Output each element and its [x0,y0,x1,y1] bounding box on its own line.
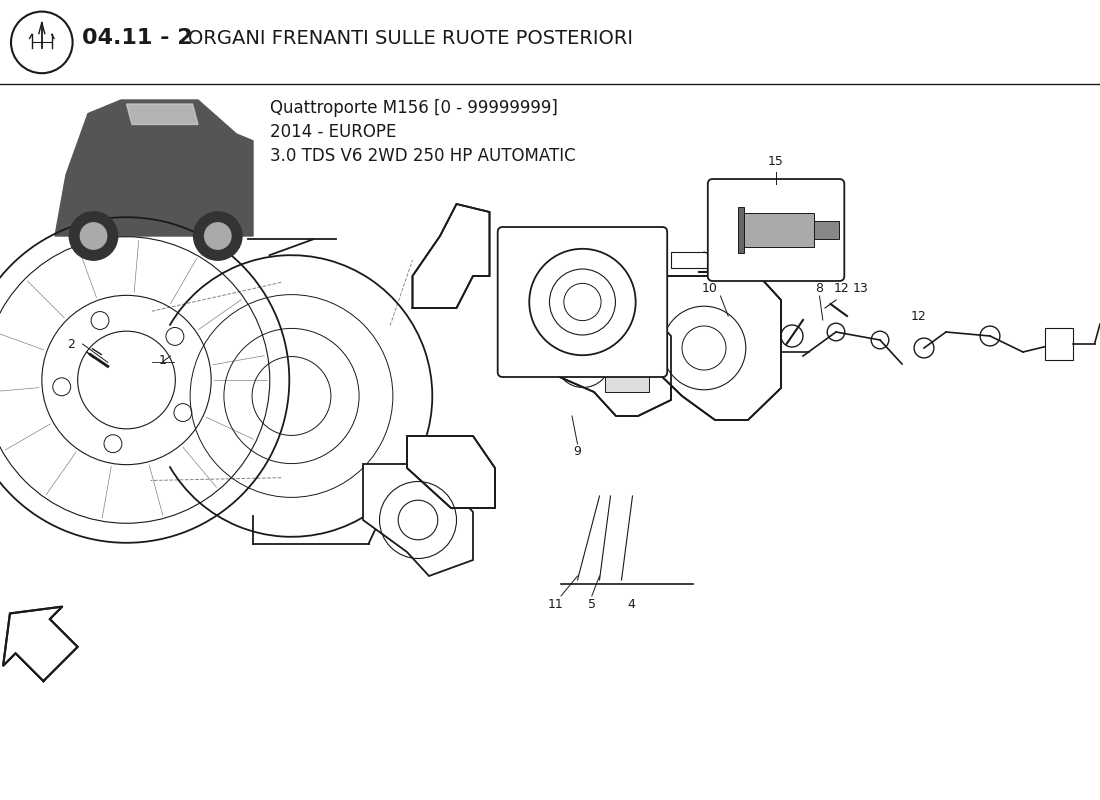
Text: 13: 13 [852,282,868,294]
Text: 9: 9 [573,446,582,458]
Text: ORGANI FRENANTI SULLE RUOTE POSTERIORI: ORGANI FRENANTI SULLE RUOTE POSTERIORI [187,29,632,48]
Polygon shape [3,606,78,681]
Text: 5: 5 [587,598,596,610]
Polygon shape [126,104,198,125]
Text: 1: 1 [158,354,167,366]
Text: 11: 11 [548,598,563,610]
Circle shape [205,222,231,250]
Text: 8: 8 [815,282,824,294]
Text: 4: 4 [627,598,636,610]
Polygon shape [412,204,490,308]
Polygon shape [671,252,737,268]
FancyBboxPatch shape [707,179,845,281]
Text: 12: 12 [834,282,849,294]
Polygon shape [738,207,745,253]
Polygon shape [1045,328,1072,360]
Polygon shape [407,436,495,508]
Polygon shape [745,214,814,246]
Text: 15: 15 [768,155,784,168]
Polygon shape [363,464,473,576]
Circle shape [80,222,107,250]
Text: 12: 12 [911,310,926,322]
Text: 2: 2 [67,338,76,350]
Text: 04.11 - 2: 04.11 - 2 [82,28,194,48]
Text: 3.0 TDS V6 2WD 250 HP AUTOMATIC: 3.0 TDS V6 2WD 250 HP AUTOMATIC [270,147,575,165]
Text: Quattroporte M156 [0 - 99999999]: Quattroporte M156 [0 - 99999999] [270,99,558,117]
Polygon shape [539,312,671,416]
Polygon shape [605,336,649,392]
Polygon shape [55,100,253,236]
Polygon shape [814,221,839,239]
Text: 10: 10 [702,282,717,294]
Text: 2014 - EUROPE: 2014 - EUROPE [270,123,396,141]
Circle shape [194,212,242,260]
Polygon shape [649,276,781,420]
Circle shape [69,212,118,260]
FancyBboxPatch shape [497,227,668,377]
